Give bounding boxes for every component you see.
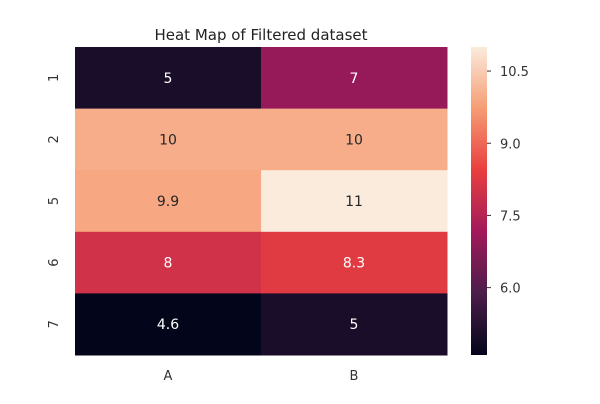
heatmap-cell xyxy=(261,170,448,233)
colorbar-tick-label: 9.0 xyxy=(500,137,521,152)
cell-value-label: 5 xyxy=(164,71,173,87)
colorbar-tick-label: 6.0 xyxy=(500,282,521,297)
colorbar-tick-label: 7.5 xyxy=(500,209,521,224)
cell-value-label: 8 xyxy=(164,256,173,272)
y-tick-label: 6 xyxy=(47,258,62,266)
x-tick-label: B xyxy=(350,369,359,384)
colorbar xyxy=(471,47,487,355)
cell-value-label: 9.9 xyxy=(157,194,179,210)
heatmap-cell xyxy=(261,293,448,356)
cell-value-label: 8.3 xyxy=(343,256,365,272)
y-tick-label: 1 xyxy=(47,74,62,82)
cell-value-label: 7 xyxy=(350,71,359,87)
cell-value-label: 10 xyxy=(345,132,363,148)
cell-value-label: 5 xyxy=(350,317,359,333)
heatmap-cells: 5 7 10 10 9.9 11 8 8.3 4.6 5 xyxy=(75,47,448,356)
heatmap-cell xyxy=(75,47,262,110)
y-tick-labels: 1 2 5 6 7 xyxy=(47,74,62,329)
heatmap-cell xyxy=(261,108,448,171)
y-tick-label: 7 xyxy=(47,320,62,328)
y-tick-label: 2 xyxy=(47,135,62,143)
chart-title: Heat Map of Filtered dataset xyxy=(154,26,367,44)
heatmap-cell xyxy=(261,47,448,110)
heatmap-cell xyxy=(75,231,262,294)
y-tick-label: 5 xyxy=(47,197,62,205)
heatmap-cell xyxy=(75,170,262,233)
x-tick-label: A xyxy=(164,369,173,384)
colorbar-ticks: 6.0 7.5 9.0 10.5 xyxy=(487,65,529,297)
cell-value-label: 11 xyxy=(345,194,363,210)
cell-value-label: 4.6 xyxy=(157,317,179,333)
heatmap-cell xyxy=(261,231,448,294)
colorbar-tick-label: 10.5 xyxy=(500,65,529,80)
cell-value-label: 10 xyxy=(159,132,177,148)
heatmap-cell xyxy=(75,293,262,356)
heatmap-cell xyxy=(75,108,262,171)
